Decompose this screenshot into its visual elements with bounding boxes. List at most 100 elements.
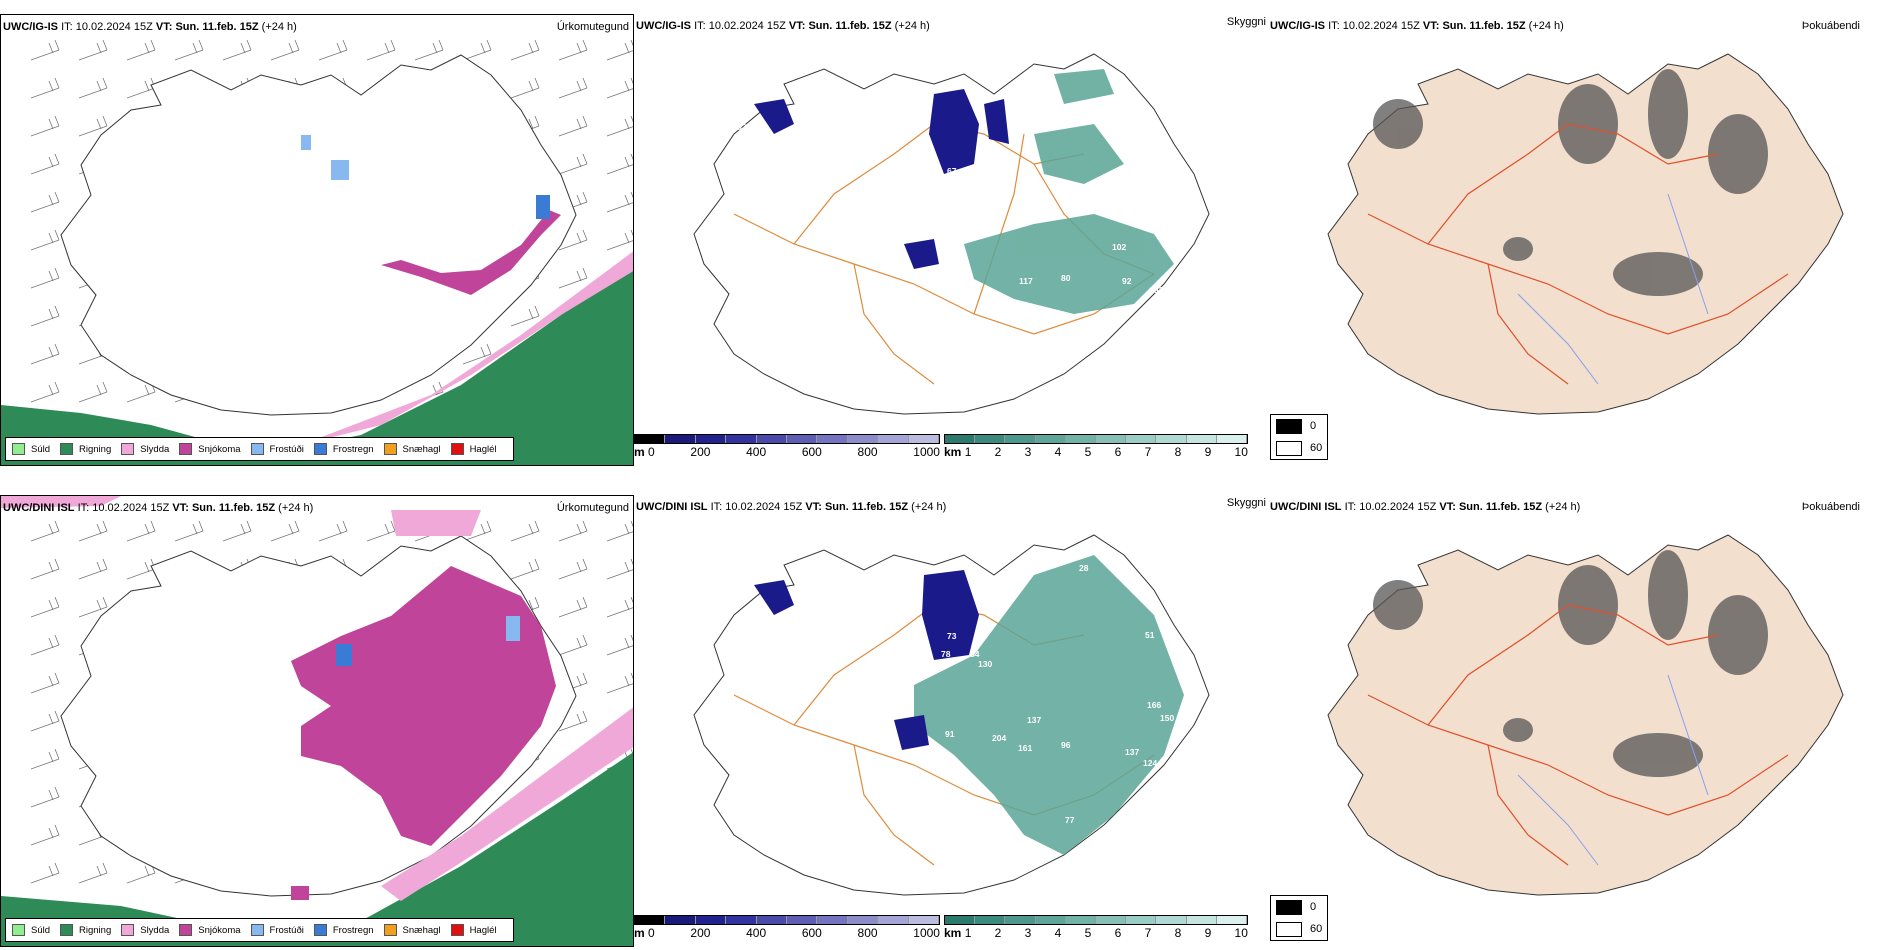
wind-barb <box>270 39 300 61</box>
value-label: 87 <box>991 182 1001 192</box>
wind-barb <box>30 862 60 884</box>
legend-item: Haglél <box>450 924 497 936</box>
value-label: 117 <box>1019 276 1033 286</box>
precip-type-panel-bottom: UWC/DINI ISL IT: 10.02.2024 15Z VT: Sun.… <box>0 495 634 947</box>
wind-barb <box>510 520 540 542</box>
wind-barb <box>78 381 108 403</box>
wind-barb <box>558 267 588 289</box>
wind-barb <box>366 520 396 542</box>
wind-barb <box>558 520 588 542</box>
iceland-outline <box>60 54 577 416</box>
legend-item: Slydda <box>121 924 169 936</box>
wind-barb <box>30 305 60 327</box>
legend-item: Rigning <box>60 443 111 455</box>
wind-barb <box>462 520 492 542</box>
visibility-areas <box>914 555 1184 855</box>
wind-barb <box>606 672 633 694</box>
legend-item: Snjókoma <box>179 924 241 936</box>
wind-barb <box>558 710 588 732</box>
wind-barb <box>414 39 444 61</box>
panel-title: Úrkomutegund <box>556 21 629 33</box>
wind-barb <box>30 520 60 542</box>
visibility-colorbar: km 1 2 3 4 5 6 7 8 9 10 <box>944 915 1248 940</box>
wind-barb <box>30 672 60 694</box>
wind-barb <box>318 39 348 61</box>
wind-barb <box>558 558 588 580</box>
wind-barb <box>174 39 204 61</box>
wind-barb <box>510 305 540 327</box>
wind-barb <box>222 520 252 542</box>
wind-barb <box>606 77 633 99</box>
legend-item: Slydda <box>121 443 169 455</box>
value-label: 101 <box>1149 285 1164 295</box>
wind-barb <box>78 115 108 137</box>
value-label: 96 <box>1061 740 1071 750</box>
visibility-panel-bottom: UWC/DINI ISL IT: 10.02.2024 15Z VT: Sun.… <box>634 495 1268 947</box>
wind-barb <box>606 191 633 213</box>
precip-map <box>1 496 633 946</box>
ceiling-colorbar: m 0 200 400 600 800 1000 <box>634 434 940 459</box>
legend-item: Súld <box>12 924 50 936</box>
value-label: 130 <box>978 659 993 669</box>
snow-area <box>381 210 561 295</box>
wind-barb <box>78 596 108 618</box>
value-label: 65 <box>744 100 754 110</box>
value-label: 56 <box>1064 344 1074 354</box>
legend-item: Súld <box>12 443 50 455</box>
wind-barb <box>78 862 108 884</box>
fog-map <box>1327 534 1844 896</box>
value-label: 91 <box>945 729 955 739</box>
sleet-area <box>381 707 633 901</box>
low-ceiling-areas <box>754 570 979 750</box>
visibility-areas <box>964 69 1174 314</box>
rain-area <box>1 256 633 465</box>
wind-barb <box>30 824 60 846</box>
wind-barb <box>126 39 156 61</box>
value-label: 137 <box>1027 715 1042 725</box>
panel-header: UWC/DINI ISL IT: 10.02.2024 15Z VT: Sun.… <box>3 502 314 514</box>
wind-barb <box>558 153 588 175</box>
wind-barb <box>558 115 588 137</box>
wind-barb <box>30 748 60 770</box>
wind-barb <box>318 520 348 542</box>
wind-barb <box>78 39 108 61</box>
legend-item: Haglél <box>450 443 497 455</box>
fog-legend: 0 60 <box>1270 895 1328 941</box>
wind-barb <box>30 558 60 580</box>
ceiling-colorbar: m 0 200 400 600 800 1000 <box>634 915 940 940</box>
wind-barb <box>30 786 60 808</box>
rivers <box>1517 674 1709 866</box>
snow-area <box>291 566 556 846</box>
panel-header: UWC/IG-IS IT: 10.02.2024 15Z VT: Sun. 11… <box>636 20 930 32</box>
panel-header: UWC/IG-IS IT: 10.02.2024 15Z VT: Sun. 11… <box>3 21 297 33</box>
road-network <box>1367 604 1789 866</box>
fog-panel-bottom: UWC/DINI ISL IT: 10.02.2024 15Z VT: Sun.… <box>1268 495 1900 947</box>
wind-barb <box>30 634 60 656</box>
panel-title: Þokuábendi <box>1801 501 1860 513</box>
panel-title: Úrkomutegund <box>556 502 629 514</box>
wind-barb <box>78 558 108 580</box>
legend-item: Frostúði <box>250 443 304 455</box>
legend-item: Frostregn <box>313 924 374 936</box>
value-label: 73 <box>947 631 957 641</box>
wind-barb <box>30 710 60 732</box>
wind-barb <box>222 39 252 61</box>
wind-barb <box>510 558 540 580</box>
wind-barb <box>30 115 60 137</box>
visibility-map <box>693 53 1210 415</box>
wind-barb <box>30 381 60 403</box>
value-label: 67 <box>947 166 957 176</box>
wind-barb <box>462 39 492 61</box>
wind-barb <box>606 153 633 175</box>
wind-barb <box>366 39 396 61</box>
legend-item: Snæhagl <box>383 443 441 455</box>
value-label: 51 <box>1145 630 1155 640</box>
value-label: 82 <box>737 122 747 132</box>
rivers <box>1517 193 1709 385</box>
value-label: 77 <box>718 588 728 598</box>
wind-barb <box>30 191 60 213</box>
panel-title: Skyggni <box>1226 497 1266 509</box>
legend-item: Snæhagl <box>383 924 441 936</box>
low-ceiling-areas <box>754 89 1009 269</box>
wind-barb <box>558 634 588 656</box>
